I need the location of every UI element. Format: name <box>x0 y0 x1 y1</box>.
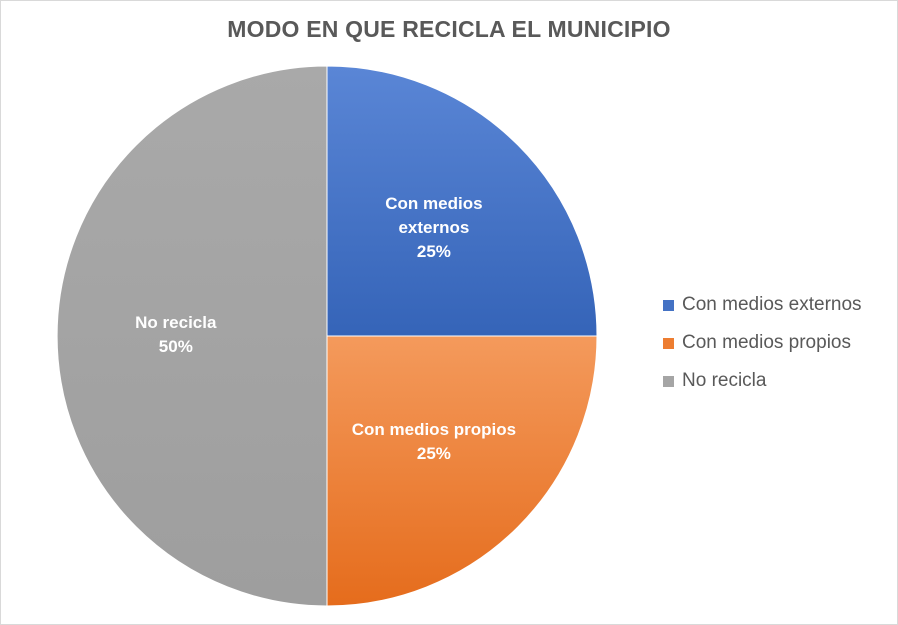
data-label-no-recicla: No recicla 50% <box>135 313 217 356</box>
data-label-line: 50% <box>159 337 193 356</box>
legend-item-con-medios-externos[interactable]: Con medios externos <box>663 286 862 324</box>
pie-slices <box>56 65 598 607</box>
chart-legend: Con medios externos Con medios propios No … <box>663 286 862 400</box>
data-label-line: Con medios <box>385 195 482 214</box>
pie-slice-no-recicla[interactable] <box>56 65 328 607</box>
data-label-line: Con medios propios <box>352 420 516 439</box>
legend-swatch <box>663 375 674 387</box>
data-label-line: 25% <box>417 444 451 463</box>
chart-title: MODO EN QUE RECICLA EL MUNICIPIO <box>227 16 671 42</box>
legend-label: No recicla <box>682 370 767 391</box>
data-label-con-medios-propios: Con medios propios 25% <box>352 420 516 463</box>
legend-swatch <box>663 337 674 349</box>
legend-swatch <box>663 299 674 311</box>
data-label-con-medios-externos: Con medios externos 25% <box>385 195 482 262</box>
pie-data-labels: Con medios externos 25% Con medios propios 2… <box>135 195 516 464</box>
data-label-line: 25% <box>417 243 451 262</box>
legend-label: Con medios externos <box>682 294 862 315</box>
pie-slice-con-medios-externos[interactable] <box>326 65 598 337</box>
legend-label: Con medios propios <box>682 332 851 353</box>
data-label-line: No recicla <box>135 313 217 332</box>
legend-item-no-recicla[interactable]: No recicla <box>663 362 862 400</box>
pie-slice-con-medios-propios[interactable] <box>326 335 598 607</box>
legend-item-con-medios-propios[interactable]: Con medios propios <box>663 324 862 362</box>
data-label-line: externos <box>398 219 469 238</box>
